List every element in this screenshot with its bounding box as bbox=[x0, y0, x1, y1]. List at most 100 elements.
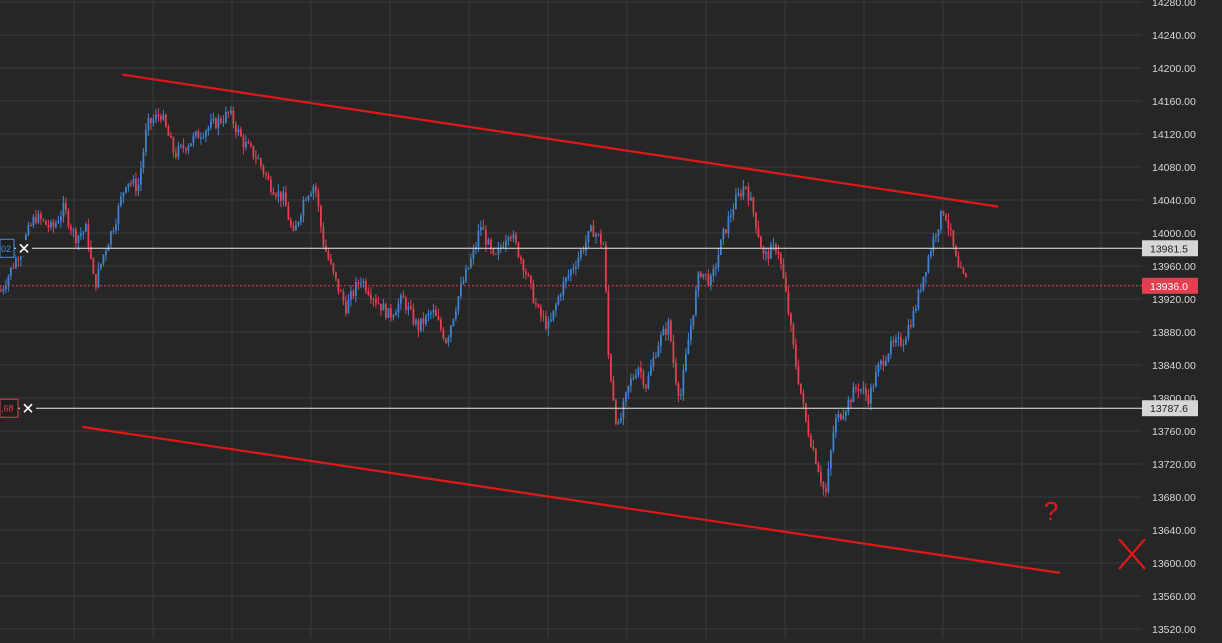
candle-down bbox=[377, 302, 380, 304]
candle-up bbox=[555, 304, 557, 311]
candle-down bbox=[525, 271, 527, 275]
order-tag-box[interactable] bbox=[0, 238, 15, 258]
candle-down bbox=[610, 355, 612, 381]
candle-down bbox=[157, 114, 160, 117]
candle-down bbox=[352, 291, 355, 297]
candle-up bbox=[617, 421, 620, 424]
candle-up bbox=[420, 318, 422, 331]
candle-down bbox=[892, 341, 895, 343]
y-tick-label: 13600.00 bbox=[1152, 558, 1196, 570]
candle-down bbox=[607, 291, 610, 356]
candle-up bbox=[15, 258, 17, 268]
candle-up bbox=[622, 401, 625, 419]
candle-up bbox=[425, 315, 427, 325]
candle-down bbox=[757, 227, 760, 237]
candle-down bbox=[75, 229, 77, 244]
candle-up bbox=[207, 127, 210, 131]
candle-down bbox=[87, 224, 90, 247]
candle-up bbox=[710, 275, 712, 286]
candle-up bbox=[827, 468, 830, 492]
candle-up bbox=[125, 187, 127, 193]
candle-up bbox=[480, 227, 482, 231]
candle-down bbox=[792, 324, 795, 345]
candle-down bbox=[797, 366, 800, 384]
candle-up bbox=[720, 239, 722, 255]
candle-down bbox=[372, 299, 375, 301]
trendline[interactable] bbox=[82, 425, 1060, 574]
candle-up bbox=[662, 328, 665, 336]
candle-down bbox=[345, 301, 347, 314]
close-icon[interactable] bbox=[23, 403, 33, 413]
candle-up bbox=[577, 257, 580, 267]
candle-up bbox=[902, 344, 905, 346]
y-tick-label: 13520.00 bbox=[1152, 624, 1196, 636]
candle-up bbox=[502, 246, 505, 248]
candle-up bbox=[455, 310, 457, 319]
candle-up bbox=[7, 276, 10, 286]
candle-up bbox=[387, 307, 390, 318]
y-tick-label: 13760.00 bbox=[1152, 426, 1196, 438]
candle-down bbox=[777, 251, 780, 255]
candle-down bbox=[700, 272, 702, 277]
candle-up bbox=[467, 267, 470, 269]
price-axis[interactable]: 13520.00 13560.00 13600.00 13640.00 13680.00… bbox=[1142, 0, 1198, 636]
order-tag-label: 02 bbox=[1, 244, 11, 254]
y-tick-label: 13720.00 bbox=[1152, 459, 1196, 471]
price-tag-label: 13787.6 bbox=[1150, 403, 1188, 415]
candle-down bbox=[252, 145, 255, 158]
candle-up bbox=[162, 114, 165, 120]
candle-down bbox=[605, 244, 607, 292]
candle-down bbox=[795, 344, 797, 367]
candle-down bbox=[165, 114, 167, 127]
candle-down bbox=[337, 278, 340, 292]
candle-down bbox=[42, 219, 45, 221]
price-tag[interactable] bbox=[1142, 240, 1198, 257]
candle-down bbox=[130, 183, 132, 185]
candle-up bbox=[635, 375, 637, 378]
candle-up bbox=[905, 338, 907, 345]
candle-up bbox=[415, 320, 417, 324]
price-lines[interactable]: 02,68 bbox=[0, 238, 1142, 418]
trendlines[interactable] bbox=[82, 73, 1060, 574]
candle-down bbox=[515, 234, 517, 243]
candle-down bbox=[250, 143, 252, 146]
close-icon[interactable] bbox=[19, 243, 29, 253]
candle-down bbox=[67, 210, 70, 227]
candle-down bbox=[745, 186, 747, 188]
candle-down bbox=[665, 328, 667, 335]
candle-up bbox=[97, 268, 100, 288]
trendline[interactable] bbox=[122, 73, 999, 208]
y-tick-label: 14280.00 bbox=[1152, 0, 1196, 9]
candle-down bbox=[380, 303, 382, 311]
candle-down bbox=[517, 242, 520, 258]
candle-up bbox=[915, 308, 917, 311]
candle-down bbox=[812, 446, 815, 450]
candle-up bbox=[737, 193, 740, 196]
candle-down bbox=[40, 213, 42, 220]
order-tag-box[interactable] bbox=[0, 398, 19, 418]
price-tag[interactable] bbox=[1142, 277, 1198, 294]
candle-down bbox=[367, 291, 370, 295]
candle-up bbox=[890, 341, 892, 354]
candle-up bbox=[205, 130, 207, 137]
candle-up bbox=[837, 413, 840, 419]
y-tick-label: 13840.00 bbox=[1152, 360, 1196, 372]
candle-down bbox=[0, 290, 2, 292]
price-tag[interactable] bbox=[1142, 400, 1198, 417]
candle-down bbox=[435, 309, 437, 316]
y-tick-label: 13960.00 bbox=[1152, 261, 1196, 273]
candle-up bbox=[565, 277, 567, 283]
candle-up bbox=[85, 224, 87, 232]
candle-down bbox=[942, 210, 945, 215]
candle-down bbox=[375, 299, 377, 303]
candle-up bbox=[147, 118, 150, 130]
candle-down bbox=[52, 221, 55, 227]
candle-down bbox=[405, 297, 407, 310]
candle-up bbox=[730, 215, 732, 217]
candle-up bbox=[685, 354, 687, 371]
candle-down bbox=[965, 273, 967, 278]
candle-down bbox=[542, 315, 545, 317]
candle-down bbox=[510, 236, 512, 239]
